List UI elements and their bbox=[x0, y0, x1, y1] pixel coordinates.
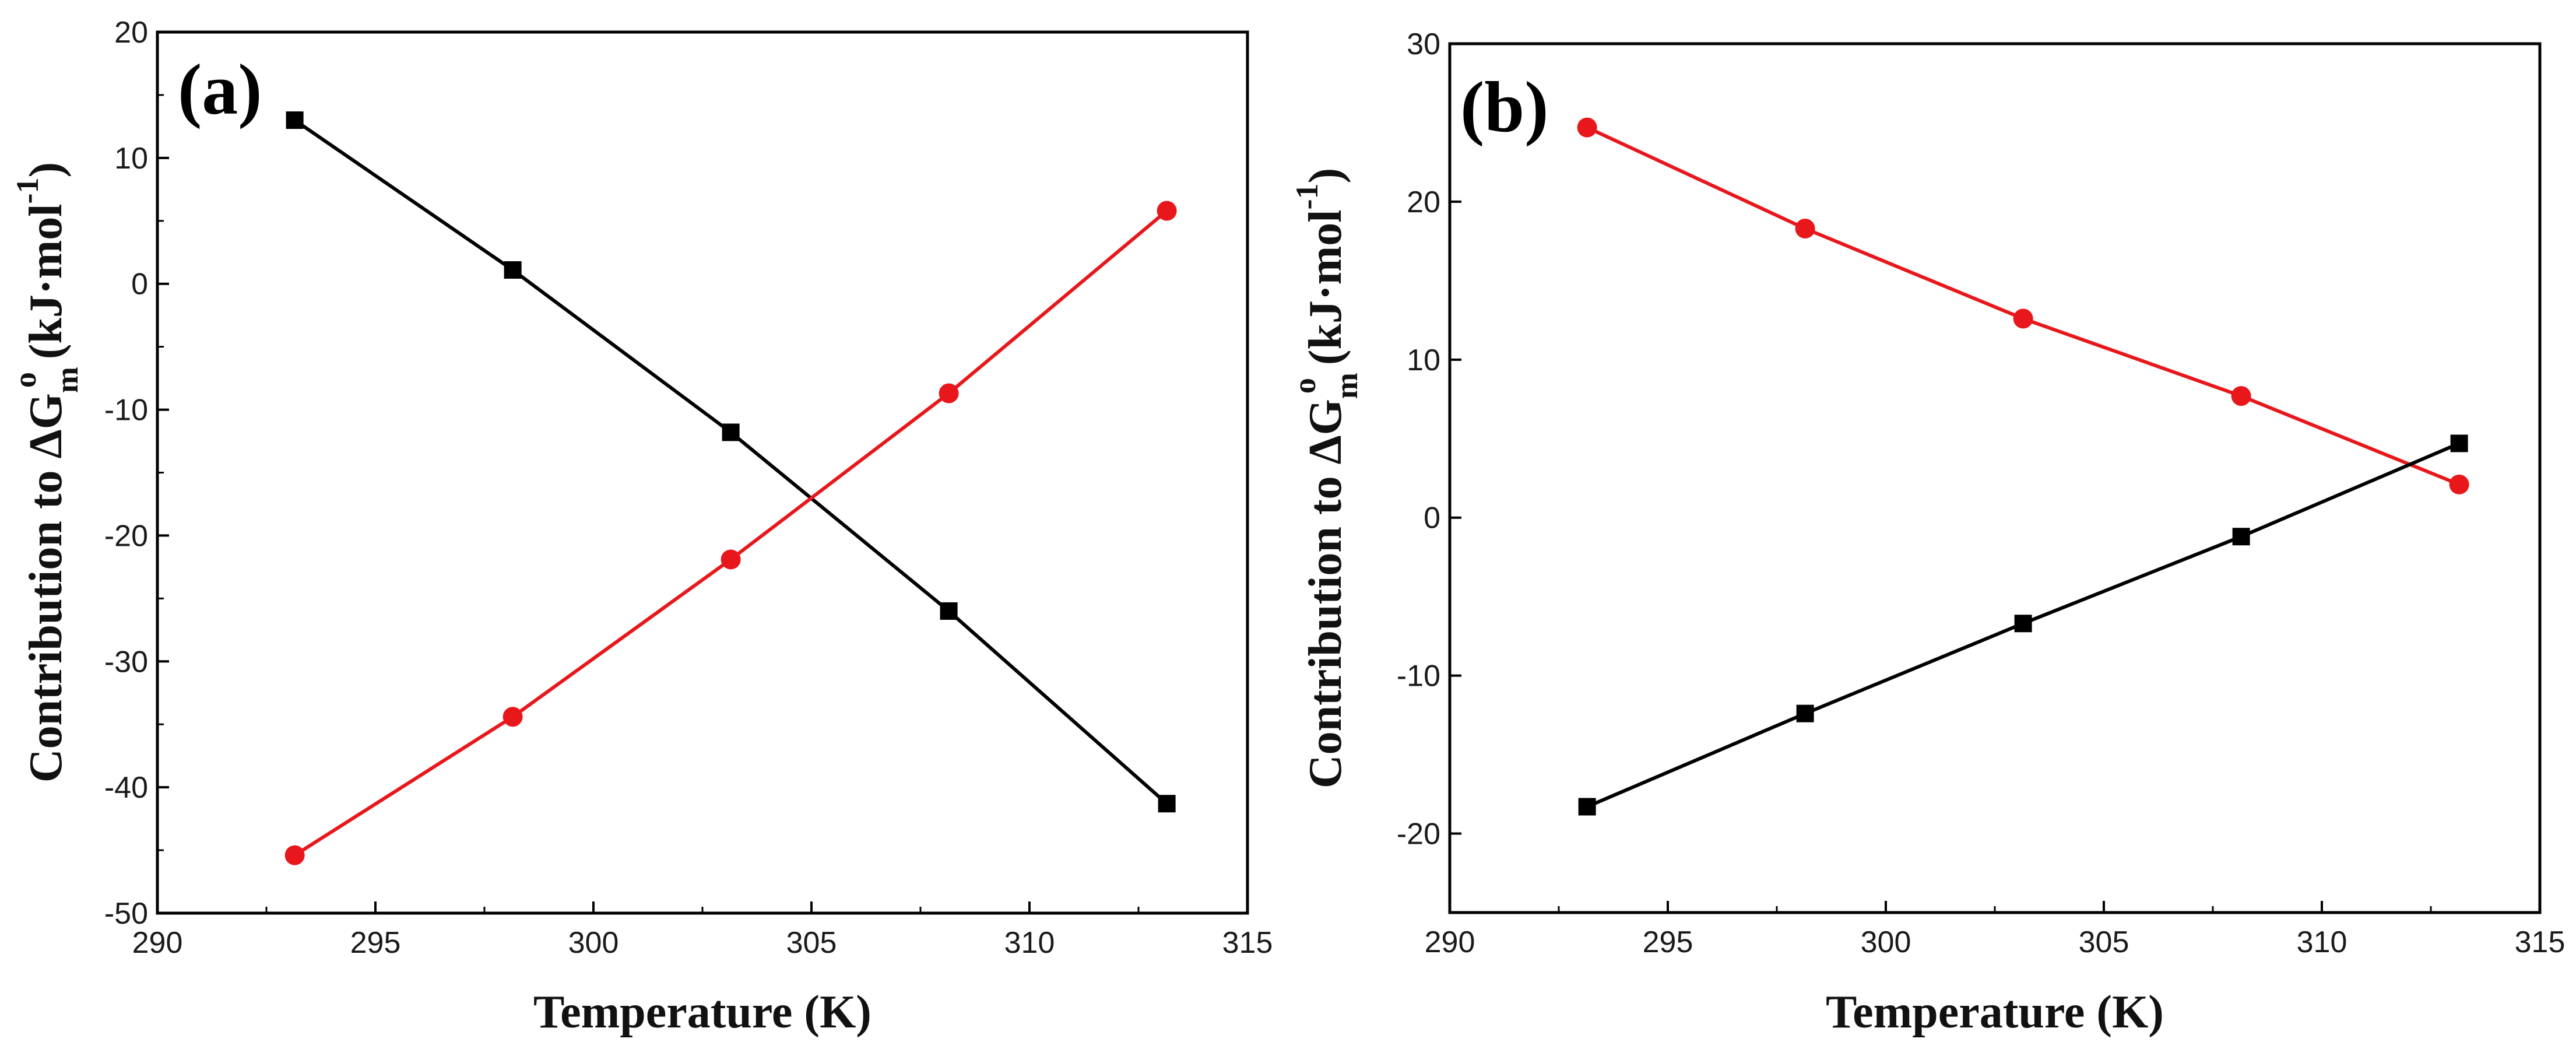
panel-a-series-red-point bbox=[1157, 201, 1177, 221]
panel-b-x-axis-title: Temperature (K) bbox=[1826, 987, 2164, 1038]
panel-a: (a) Temperature (K) Contribution to ΔGmo… bbox=[8, 16, 1273, 1038]
panel-a-series-black-point bbox=[504, 261, 522, 279]
panel-a-y-axis-title: Contribution to ΔGmo (kJ·mol-1) bbox=[8, 162, 85, 783]
panel-a-y-tick-label: 10 bbox=[114, 142, 148, 176]
panel-a-y-tick-label: -20 bbox=[104, 519, 148, 553]
panel-b-label: (b) bbox=[1460, 67, 1549, 147]
panel-b-y-tick-label: 30 bbox=[1407, 27, 1440, 61]
panel-a-x-tick-label: 305 bbox=[786, 926, 837, 960]
panel-a-y-title-prefix: Contribution to ΔG bbox=[20, 393, 72, 783]
panel-b-x-tick-label: 295 bbox=[1643, 925, 1693, 959]
panel-a-x-tick-label: 315 bbox=[1222, 926, 1273, 960]
panel-a-x-axis-title: Temperature (K) bbox=[533, 987, 871, 1038]
panel-a-y-tick-label: 20 bbox=[114, 16, 148, 50]
panel-b: (b) Temperature (K) Contribution to ΔGmo… bbox=[1287, 27, 2565, 1038]
panel-b-x-tick-label: 310 bbox=[2297, 925, 2347, 959]
panel-a-x-tick-label: 295 bbox=[350, 926, 401, 960]
panel-b-series-black-point bbox=[1578, 798, 1596, 816]
panel-b-series-red-point bbox=[2231, 386, 2251, 406]
panel-a-series-red-point bbox=[721, 549, 741, 570]
panel-b-y-tick-label: 0 bbox=[1424, 501, 1440, 535]
panel-b-y-tick-label: -20 bbox=[1397, 818, 1440, 851]
panel-a-y-tick-label: -40 bbox=[104, 771, 148, 805]
panel-a-y-tick-label: 0 bbox=[131, 268, 148, 301]
panel-b-y-title-units: (kJ·mol bbox=[1300, 209, 1351, 365]
panel-a-series-red-point bbox=[502, 707, 523, 727]
panel-b-x-tick-label: 305 bbox=[2079, 925, 2129, 959]
panel-b-x-tick-label: 315 bbox=[2515, 925, 2566, 959]
panel-b-x-tick-label: 300 bbox=[1861, 925, 1911, 959]
panel-b-y-axis-title: Contribution to ΔGmo (kJ·mol-1) bbox=[1287, 168, 1364, 788]
panel-b-series-red-point bbox=[1795, 218, 1815, 238]
panel-b-series-red-point bbox=[2013, 308, 2033, 329]
panel-a-y-title-units-end: ) bbox=[20, 162, 72, 178]
panel-a-series-black-point bbox=[286, 111, 304, 129]
panel-a-series-black-point bbox=[940, 602, 958, 620]
panel-b-y-tick-label: -10 bbox=[1397, 659, 1440, 693]
panel-a-series-red-point bbox=[284, 845, 305, 865]
panel-a-series-black-point bbox=[1158, 795, 1176, 813]
panel-b-y-title-sup: o bbox=[1287, 378, 1322, 394]
panel-a-y-tick-label: -10 bbox=[104, 394, 148, 427]
panel-b-y-title-units-end: ) bbox=[1300, 168, 1351, 184]
panel-a-x-tick-label: 300 bbox=[568, 926, 619, 960]
panel-b-y-title-prefix: Contribution to ΔG bbox=[1300, 399, 1351, 788]
panel-a-label: (a) bbox=[178, 50, 262, 129]
panel-a-y-title-units-sup: -1 bbox=[10, 177, 45, 204]
panel-b-y-title-sub: m bbox=[1329, 373, 1364, 399]
panel-b-y-tick-label: 10 bbox=[1407, 343, 1440, 377]
panel-b-series-black-point bbox=[1796, 704, 1814, 722]
panel-b-series-black-point bbox=[2014, 615, 2032, 633]
panel-a-x-tick-label: 310 bbox=[1004, 926, 1055, 960]
panel-b-series-red-point bbox=[2449, 474, 2469, 494]
panel-a-x-tick-label: 290 bbox=[132, 926, 183, 960]
panel-a-y-title-sup: o bbox=[8, 372, 43, 388]
panel-a-y-tick-label: -30 bbox=[104, 645, 148, 679]
panel-b-x-tick-label: 290 bbox=[1425, 925, 1475, 959]
panel-b-series-black-point bbox=[2450, 434, 2468, 452]
panel-b-y-tick-label: 20 bbox=[1407, 185, 1440, 219]
panel-a-series-black-point bbox=[722, 423, 740, 441]
panel-a-y-title-units: (kJ·mol bbox=[20, 204, 72, 359]
panel-a-y-title-sub: m bbox=[50, 367, 85, 393]
panel-a-series-red-point bbox=[939, 383, 959, 404]
panel-b-series-red-point bbox=[1577, 117, 1597, 138]
panel-b-series-black-point bbox=[2232, 528, 2250, 546]
panel-a-y-tick-label: -50 bbox=[104, 897, 148, 931]
panel-b-y-title-units-sup: -1 bbox=[1289, 183, 1324, 209]
